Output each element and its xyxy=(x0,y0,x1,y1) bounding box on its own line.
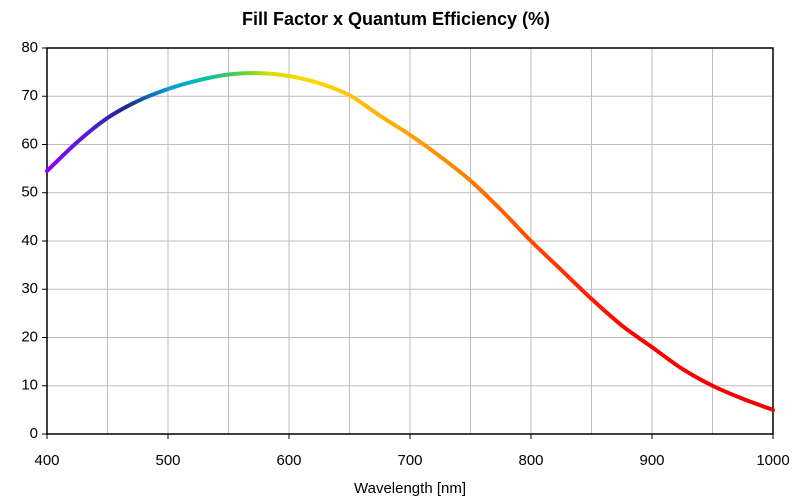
y-tick-label: 80 xyxy=(21,39,38,56)
y-tick-label: 10 xyxy=(21,377,38,394)
plot-frame xyxy=(46,47,774,435)
data-line xyxy=(45,71,775,412)
chart-title: Fill Factor x Quantum Efficiency (%) xyxy=(242,9,550,29)
x-tick-label: 700 xyxy=(397,452,422,469)
y-tick-label: 70 xyxy=(21,87,38,104)
x-axis-label: Wavelength [nm] xyxy=(354,480,466,497)
y-tick-label: 60 xyxy=(21,135,38,152)
x-tick-label: 500 xyxy=(155,452,180,469)
y-tick-label: 40 xyxy=(21,232,38,249)
x-tick-label: 800 xyxy=(518,452,543,469)
x-tick-label: 600 xyxy=(276,452,301,469)
x-tick-label: 400 xyxy=(34,452,59,469)
y-tick-label: 20 xyxy=(21,328,38,345)
x-tick-label: 900 xyxy=(639,452,664,469)
y-tick-label: 50 xyxy=(21,184,38,201)
x-tick-label: 1000 xyxy=(756,452,789,469)
y-tick-label: 30 xyxy=(21,280,38,297)
y-tick-label: 0 xyxy=(30,425,38,442)
